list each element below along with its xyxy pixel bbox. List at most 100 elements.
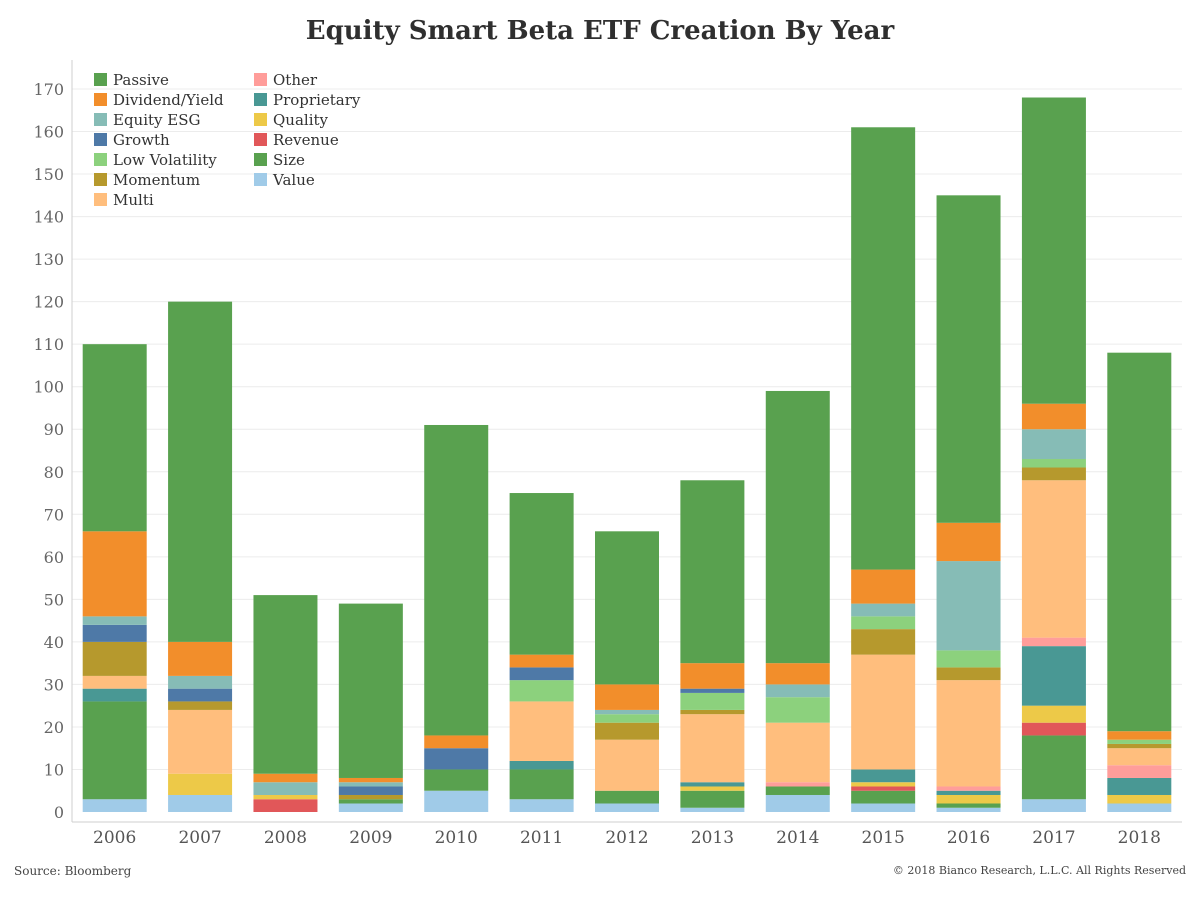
bar-segment-dividend-yield-2016 <box>936 522 1001 562</box>
bar-segment-multi-2011 <box>509 701 574 761</box>
bar-segment-other-2017 <box>1021 637 1086 647</box>
bar-segment-low-volatility-2014 <box>765 697 830 723</box>
bar-segment-dividend-yield-2017 <box>1021 403 1086 430</box>
legend-swatch <box>94 153 107 166</box>
y-tick-label: 70 <box>44 505 64 524</box>
bar-segment-quality-2007 <box>168 773 233 795</box>
bar-segment-proprietary-2016 <box>936 790 1001 795</box>
bar-segment-low-volatility-2012 <box>595 714 659 723</box>
legend-label: Multi <box>113 191 154 209</box>
y-tick-label: 10 <box>44 760 64 779</box>
bar-segment-revenue-2008 <box>253 799 318 812</box>
bar-segment-revenue-2015 <box>851 786 916 791</box>
legend-swatch <box>254 73 267 86</box>
y-tick-label: 90 <box>44 420 64 439</box>
legend-swatch <box>254 133 267 146</box>
legend-label: Dividend/Yield <box>113 91 224 109</box>
legend-swatch <box>254 153 267 166</box>
bar-segment-low-volatility-2016 <box>936 650 1001 668</box>
legend-item: Proprietary <box>254 91 361 109</box>
y-tick-label: 110 <box>33 335 64 354</box>
bar-segment-other-2014 <box>765 782 830 787</box>
bar-segment-dividend-yield-2007 <box>168 641 233 676</box>
bar-segment-growth-2010 <box>424 748 489 770</box>
x-tick-label: 2015 <box>862 828 905 848</box>
legend-label: Size <box>273 151 305 169</box>
bar-segment-momentum-2017 <box>1021 467 1086 481</box>
x-tick-label: 2008 <box>264 828 307 848</box>
x-tick-label: 2018 <box>1118 828 1161 848</box>
y-tick-label: 160 <box>33 123 64 142</box>
bar-segment-passive-2008 <box>253 595 318 774</box>
legend-item: Equity ESG <box>94 111 201 129</box>
legend-item: Revenue <box>254 131 339 149</box>
x-tick-label: 2009 <box>349 828 392 848</box>
bar-segment-quality-2013 <box>680 786 745 791</box>
bar-segment-value-2009 <box>338 803 403 812</box>
bar-segment-multi-2007 <box>168 709 233 774</box>
bar-segment-passive-2014 <box>765 390 830 664</box>
bar-segment-quality-2016 <box>936 794 1001 804</box>
bar-segment-multi-2014 <box>765 722 830 783</box>
legend-item: Passive <box>94 71 169 89</box>
bar-segment-size-2011 <box>509 769 574 800</box>
bar-segment-quality-2017 <box>1021 705 1086 723</box>
bar-segment-size-2013 <box>680 790 745 808</box>
bar-segment-growth-2006 <box>82 624 147 642</box>
bar-segment-passive-2018 <box>1107 352 1172 732</box>
bar-segment-low-volatility-2017 <box>1021 459 1086 468</box>
bar-segment-momentum-2012 <box>595 722 659 740</box>
bar-segment-multi-2015 <box>851 654 916 770</box>
legend-item: Low Volatility <box>94 151 217 169</box>
bar-segment-proprietary-2013 <box>680 782 745 787</box>
bar-segment-dividend-yield-2015 <box>851 569 916 604</box>
bar-segment-equity-esg-2015 <box>851 603 916 617</box>
legend-label: Low Volatility <box>113 151 217 169</box>
bar-segment-size-2014 <box>765 786 830 795</box>
legend-item: Multi <box>94 191 154 209</box>
x-tick-label: 2013 <box>691 828 734 848</box>
bar-segment-dividend-yield-2008 <box>253 773 318 783</box>
bar-segment-quality-2015 <box>851 782 916 787</box>
bar-segment-momentum-2016 <box>936 667 1001 681</box>
y-tick-label: 170 <box>33 80 64 99</box>
bar-segment-value-2015 <box>851 803 916 812</box>
bar-segment-low-volatility-2011 <box>509 680 574 702</box>
x-tick-label: 2014 <box>776 828 819 848</box>
bar-segment-growth-2007 <box>168 688 233 702</box>
bar-segment-equity-esg-2007 <box>168 675 233 689</box>
legend-swatch <box>254 93 267 106</box>
bar-segment-passive-2010 <box>424 424 489 736</box>
bar-segment-quality-2018 <box>1107 794 1172 804</box>
bar-segment-multi-2016 <box>936 680 1001 787</box>
legend: Passive Dividend/Yield Equity ESG Growth Low… <box>94 71 361 209</box>
legend-swatch <box>94 73 107 86</box>
bar-segment-value-2012 <box>595 803 659 812</box>
bar-segment-dividend-yield-2009 <box>338 777 403 783</box>
legend-label: Proprietary <box>273 91 361 109</box>
bar-segment-dividend-yield-2006 <box>82 531 147 617</box>
bar-segment-value-2014 <box>765 794 830 812</box>
bar-segment-proprietary-2011 <box>509 760 574 770</box>
y-tick-label: 140 <box>33 208 64 227</box>
bar-segment-proprietary-2018 <box>1107 777 1172 795</box>
bar-segment-equity-esg-2017 <box>1021 429 1086 460</box>
axes: 0 10 20 30 40 50 60 70 80 90 100 110 120 130 140 150 160… <box>33 60 1182 848</box>
bar-segment-momentum-2009 <box>338 794 403 800</box>
bar-segment-passive-2013 <box>680 480 745 664</box>
legend-swatch <box>94 193 107 206</box>
bar-segment-growth-2009 <box>338 786 403 795</box>
bar-segment-low-volatility-2018 <box>1107 739 1172 744</box>
bar-segment-multi-2006 <box>82 675 147 689</box>
bar-segment-size-2009 <box>338 799 403 804</box>
bar-segment-passive-2012 <box>595 531 659 685</box>
bar-segment-other-2018 <box>1107 765 1172 778</box>
bar-segment-dividend-yield-2013 <box>680 663 745 689</box>
legend-item: Momentum <box>94 171 200 189</box>
bar-segment-multi-2013 <box>680 714 745 783</box>
x-tick-label: 2010 <box>435 828 478 848</box>
legend-label: Momentum <box>113 171 200 189</box>
bar-segment-equity-esg-2006 <box>82 616 147 625</box>
x-tick-label: 2007 <box>178 828 221 848</box>
